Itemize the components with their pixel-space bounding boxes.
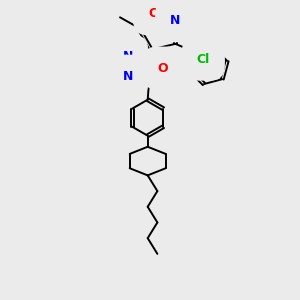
Text: N: N — [123, 70, 133, 83]
Text: O: O — [158, 61, 168, 75]
Text: Cl: Cl — [196, 52, 210, 66]
Text: N: N — [123, 50, 133, 63]
Text: O: O — [148, 7, 159, 20]
Text: N: N — [170, 14, 181, 27]
